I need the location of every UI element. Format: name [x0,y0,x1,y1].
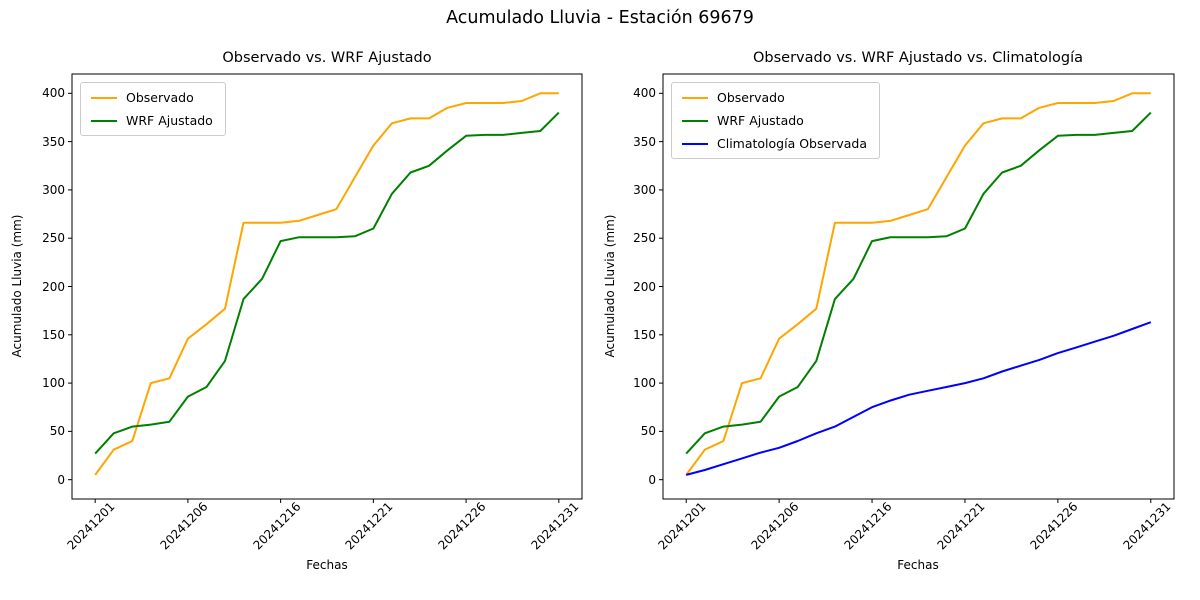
legend-item: Climatología Observada [682,136,867,151]
legend-item: Observado [91,90,213,105]
y-tick-label: 100 [42,376,65,391]
legend-label: WRF Ajustado [126,113,213,128]
legend-right: Observado WRF Ajustado Climatología Observ… [671,82,880,159]
series-line-wrf-ajustado [685,111,1152,455]
series-line-observado [94,92,559,476]
y-tick-label: 400 [633,86,656,101]
legend-swatch-climatolog-a-observada [682,142,708,145]
legend-label: WRF Ajustado [717,113,804,128]
series-line-wrf-ajustado [94,111,560,455]
y-tick-label: 400 [42,86,65,101]
y-tick-label: 150 [633,327,656,342]
y-tick-label: 200 [633,279,656,294]
subplot-right-xaxis-label: Fechas [897,558,939,572]
legend-swatch-observado [91,96,117,99]
legend-item: WRF Ajustado [91,113,213,128]
y-tick-label: 0 [648,472,656,487]
legend-label: Climatología Observada [717,136,867,151]
y-tick-label: 50 [49,424,65,439]
legend-item: Observado [682,90,867,105]
y-tick-label: 0 [57,472,65,487]
legend-left: Observado WRF Ajustado [80,82,226,136]
legend-label: Observado [126,90,194,105]
series-line-climatolog-a-observada [685,321,1152,476]
y-tick-label: 250 [42,231,65,246]
legend-swatch-wrf-ajustado [682,119,708,122]
y-tick-label: 200 [42,279,65,294]
figure-title: Acumulado Lluvia - Estación 69679 [446,8,754,28]
y-tick-label: 350 [42,134,65,149]
y-tick-label: 300 [633,182,656,197]
y-tick-label: 300 [42,182,65,197]
axes-frame-left [71,73,583,500]
legend-swatch-observado [682,96,708,99]
legend-item: WRF Ajustado [682,113,867,128]
y-tick-label: 350 [633,134,656,149]
subplot-left-title: Observado vs. WRF Ajustado [222,50,432,66]
y-tick-label: 150 [42,327,65,342]
y-tick-label: 250 [633,231,656,246]
y-tick-label: 50 [640,424,656,439]
y-tick-label: 100 [633,376,656,391]
legend-label: Observado [717,90,785,105]
subplot-left-xaxis-label: Fechas [306,558,348,572]
series-line-observado [685,92,1151,476]
legend-swatch-wrf-ajustado [91,119,117,122]
subplot-right-title: Observado vs. WRF Ajustado vs. Climatolo… [753,50,1083,66]
